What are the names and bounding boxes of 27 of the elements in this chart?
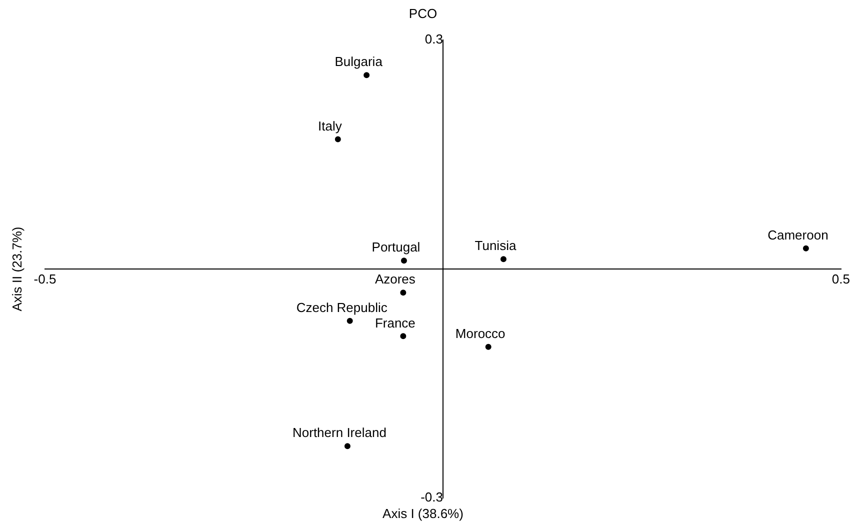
- point: [400, 290, 406, 296]
- y-tick-label: 0.3: [424, 32, 443, 47]
- point: [346, 318, 353, 324]
- annotation: Portugal: [372, 240, 420, 255]
- point: [400, 333, 406, 340]
- annotation: Northern Ireland: [292, 425, 386, 440]
- point: [344, 443, 350, 450]
- point: [500, 256, 506, 262]
- y-tick-label: -0.3: [420, 490, 443, 505]
- x-tick-label: 0.5: [832, 271, 850, 286]
- annotation: Czech Republic: [296, 300, 388, 315]
- chart-title: PCO: [408, 6, 438, 22]
- annotation: Cameroon: [768, 227, 828, 242]
- annotation: France: [374, 315, 416, 330]
- point: [485, 344, 492, 350]
- point: [400, 258, 407, 264]
- annotation: Tunisia: [474, 238, 517, 254]
- point: [334, 136, 341, 142]
- point: [802, 245, 809, 252]
- annotation: Bulgaria: [334, 54, 384, 70]
- annotation: Italy: [318, 118, 342, 134]
- point: [364, 72, 370, 78]
- annotation: Morocco: [455, 326, 506, 341]
- x-tick-label: -0.5: [34, 271, 56, 286]
- annotation: Azores: [374, 272, 416, 287]
- y-axis-title: Axis II (23.7%): [10, 226, 25, 312]
- x-axis-title: Axis I (38.6%): [382, 506, 464, 522]
